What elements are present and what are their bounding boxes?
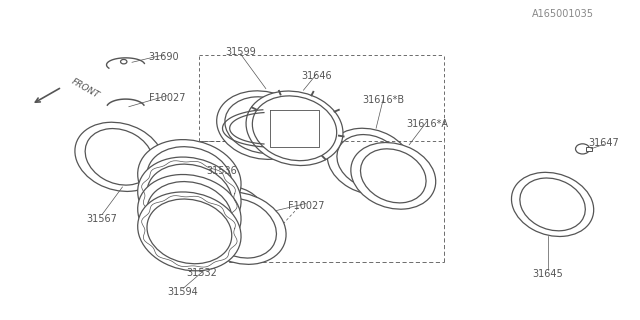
Bar <box>586 147 592 151</box>
Text: 31647: 31647 <box>588 138 619 148</box>
Ellipse shape <box>217 91 308 159</box>
Text: 31599: 31599 <box>225 47 256 57</box>
Text: 31616*B: 31616*B <box>363 95 404 105</box>
Ellipse shape <box>138 192 241 271</box>
Ellipse shape <box>351 142 436 209</box>
Ellipse shape <box>195 192 286 264</box>
Ellipse shape <box>520 178 586 231</box>
Ellipse shape <box>225 97 300 153</box>
Text: FRONT: FRONT <box>70 77 100 100</box>
Text: 31616*A: 31616*A <box>406 118 448 129</box>
Text: A165001035: A165001035 <box>532 9 595 19</box>
Ellipse shape <box>147 199 232 264</box>
Ellipse shape <box>360 149 426 203</box>
Ellipse shape <box>85 129 154 185</box>
Ellipse shape <box>327 128 412 195</box>
Text: F10027: F10027 <box>288 201 324 211</box>
Ellipse shape <box>246 91 343 165</box>
Text: 31645: 31645 <box>532 269 563 279</box>
Text: 31646: 31646 <box>301 71 332 81</box>
Ellipse shape <box>147 181 232 246</box>
Ellipse shape <box>75 122 164 191</box>
Text: 31536: 31536 <box>206 166 237 176</box>
Text: 31594: 31594 <box>168 287 198 297</box>
Ellipse shape <box>147 147 232 212</box>
Text: F10027: F10027 <box>149 93 186 103</box>
Text: 31567: 31567 <box>86 214 118 224</box>
Ellipse shape <box>204 198 276 258</box>
Ellipse shape <box>252 96 337 161</box>
Ellipse shape <box>147 164 232 229</box>
Ellipse shape <box>337 135 403 188</box>
Ellipse shape <box>138 157 241 236</box>
Ellipse shape <box>203 186 266 235</box>
Ellipse shape <box>511 172 594 236</box>
Ellipse shape <box>120 60 127 64</box>
Text: 31532: 31532 <box>187 268 218 278</box>
Ellipse shape <box>138 140 241 219</box>
Ellipse shape <box>138 174 241 253</box>
Text: 31690: 31690 <box>148 52 179 62</box>
